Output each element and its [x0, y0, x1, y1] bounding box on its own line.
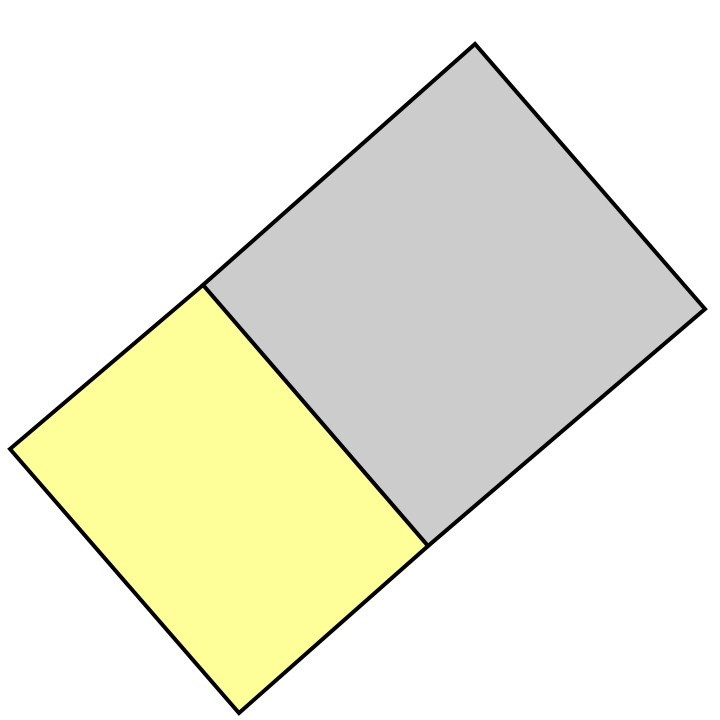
yellow-rectangle	[7, 282, 431, 716]
